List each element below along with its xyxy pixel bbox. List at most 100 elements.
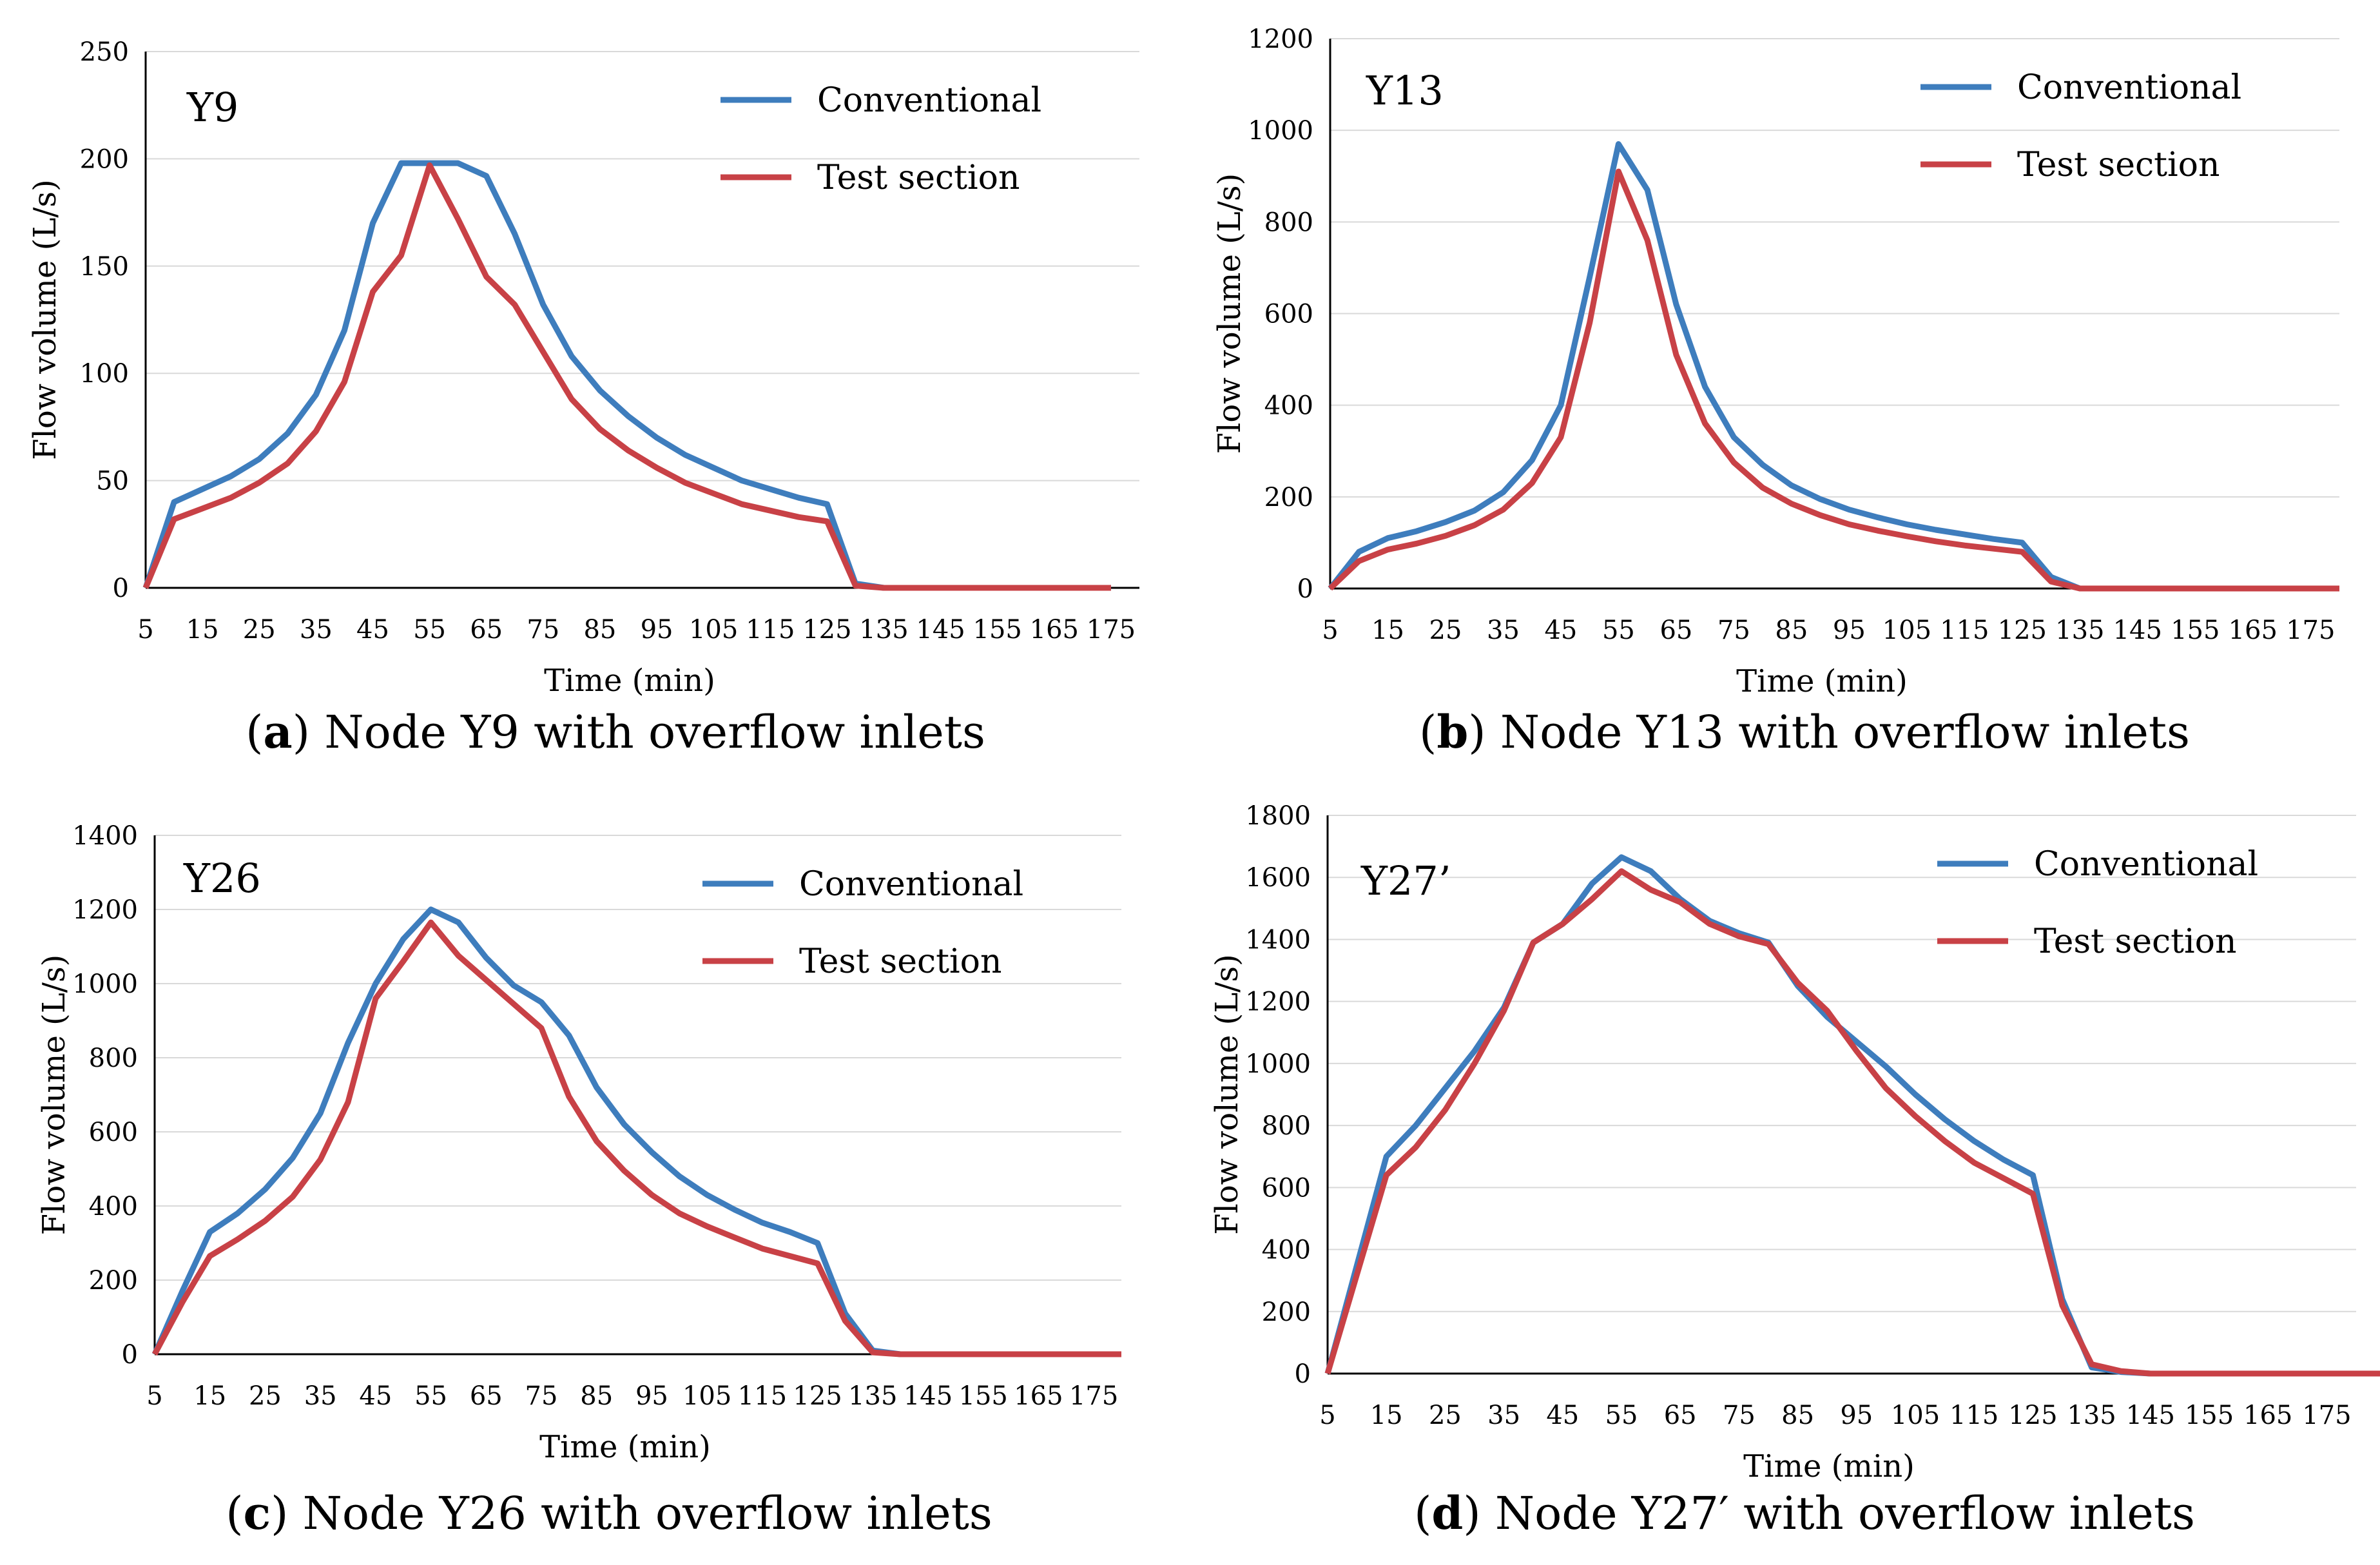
- x-tick-label: 105: [682, 1381, 731, 1411]
- x-tick-label: 165: [2229, 616, 2278, 645]
- x-tick-label: 115: [746, 615, 795, 645]
- y-tick-label: 1000: [1245, 1049, 1311, 1079]
- y-tick-label: 100: [80, 359, 129, 389]
- x-tick-label: 5: [146, 1381, 162, 1411]
- y-tick-label: 1400: [1245, 925, 1311, 955]
- x-tick-label: 95: [635, 1381, 668, 1411]
- y-tick-label: 0: [1295, 1359, 1311, 1389]
- x-tick-label: 85: [1781, 1401, 1814, 1430]
- y-tick-label: 600: [1264, 300, 1313, 329]
- y-tick-label: 250: [80, 37, 129, 67]
- y-tick-label: 1200: [72, 895, 138, 925]
- x-tick-label: 165: [1014, 1381, 1063, 1411]
- y-tick-label: 800: [1264, 208, 1313, 237]
- series-line-test-section: [142, 162, 1111, 591]
- legend-label: Conventional: [799, 865, 1023, 904]
- x-axis-label: Time (min): [539, 1429, 711, 1465]
- x-tick-label: 15: [1371, 616, 1404, 645]
- y-tick-label: 400: [1264, 391, 1313, 421]
- x-tick-label: 25: [249, 1381, 282, 1411]
- y-tick-label: 1000: [72, 969, 138, 999]
- x-tick-label: 35: [1487, 616, 1520, 645]
- x-tick-label: 125: [2008, 1401, 2057, 1430]
- y-tick-label: 1800: [1245, 801, 1311, 831]
- chart-panel-4: 0 200 400 600 800 1000 1200 1400 1600 1800 5 15 25 35…: [1209, 801, 2380, 1540]
- legend-label: Conventional: [2017, 68, 2241, 107]
- x-tick-label: 155: [2171, 616, 2220, 645]
- legend-label: Conventional: [2034, 845, 2258, 884]
- chart-title: Y9: [186, 84, 238, 131]
- chart-panel-3: 0 200 400 600 800 1000 1200 1400 5 15 25 35 45 55 65 75…: [36, 821, 1121, 1540]
- y-tick-label: 50: [96, 467, 129, 496]
- x-tick-label: 155: [2185, 1401, 2234, 1430]
- x-tick-label: 115: [738, 1381, 787, 1411]
- y-tick-label: 1400: [72, 821, 138, 851]
- y-tick-label: 400: [89, 1192, 138, 1221]
- x-tick-label: 75: [1723, 1401, 1756, 1430]
- x-tick-label: 65: [470, 1381, 503, 1411]
- x-tick-label: 75: [525, 1381, 558, 1411]
- x-tick-label: 55: [1605, 1401, 1638, 1430]
- x-tick-label: 15: [193, 1381, 226, 1411]
- y-tick-label: 200: [80, 144, 129, 174]
- x-tick-label: 55: [1602, 616, 1635, 645]
- y-tick-label: 1600: [1245, 863, 1311, 893]
- x-tick-label: 145: [2113, 616, 2162, 645]
- x-tick-label: 175: [2302, 1401, 2351, 1430]
- x-tick-label: 5: [1322, 616, 1338, 645]
- x-tick-label: 45: [1546, 1401, 1579, 1430]
- series-line-test-section: [1324, 868, 2380, 1377]
- x-tick-label: 15: [1370, 1401, 1403, 1430]
- x-axis-label: Time (min): [1743, 1448, 1915, 1484]
- x-tick-label: 105: [1891, 1401, 1940, 1430]
- legend-label: Conventional: [817, 81, 1041, 120]
- x-tick-label: 45: [1544, 616, 1577, 645]
- x-tick-label: 45: [359, 1381, 392, 1411]
- x-tick-label: 125: [802, 615, 851, 645]
- panel-caption: (b) Node Y13 with overflow inlets: [1419, 705, 2190, 759]
- legend-label: Test section: [799, 942, 1001, 981]
- x-tick-label: 125: [1998, 616, 2047, 645]
- y-axis-label: Flow volume (L/s): [27, 179, 63, 460]
- x-tick-label: 45: [356, 615, 389, 645]
- series-line-conventional: [142, 160, 1111, 591]
- x-tick-label: 175: [2286, 616, 2335, 645]
- x-tick-label: 95: [641, 615, 673, 645]
- y-axis-label: Flow volume (L/s): [1209, 954, 1245, 1235]
- legend-label: Test section: [2017, 146, 2220, 184]
- y-tick-label: 800: [89, 1044, 138, 1073]
- y-axis-label: Flow volume (L/s): [1212, 173, 1248, 454]
- y-tick-label: 200: [1262, 1298, 1311, 1327]
- series-line-test-section: [1328, 168, 2339, 592]
- chart-panel-2: 0 200 400 600 800 1000 1200 5 15 25 35 45 55 65 75 85 95…: [1212, 24, 2339, 759]
- series-line-conventional: [1328, 141, 2339, 592]
- y-tick-label: 800: [1262, 1111, 1311, 1141]
- x-tick-label: 65: [1664, 1401, 1697, 1430]
- x-tick-label: 35: [1487, 1401, 1520, 1430]
- x-axis-label: Time (min): [544, 663, 715, 699]
- x-tick-label: 15: [186, 615, 219, 645]
- y-axis-label: Flow volume (L/s): [36, 955, 72, 1236]
- y-tick-label: 600: [89, 1118, 138, 1147]
- x-tick-label: 145: [916, 615, 965, 645]
- y-tick-label: 1200: [1245, 987, 1311, 1017]
- x-tick-label: 5: [1319, 1401, 1335, 1430]
- x-tick-label: 35: [300, 615, 333, 645]
- y-tick-label: 0: [113, 574, 129, 603]
- x-tick-label: 65: [470, 615, 503, 645]
- x-tick-label: 155: [973, 615, 1022, 645]
- panel-caption: (a) Node Y9 with overflow inlets: [246, 705, 985, 759]
- x-tick-label: 165: [2243, 1401, 2292, 1430]
- x-tick-label: 75: [527, 615, 559, 645]
- x-tick-label: 155: [959, 1381, 1008, 1411]
- x-tick-label: 85: [580, 1381, 613, 1411]
- y-tick-label: 0: [1297, 574, 1313, 604]
- chart-title: Y13: [1366, 67, 1444, 114]
- x-tick-label: 105: [1882, 616, 1931, 645]
- chart-title: Y26: [183, 855, 261, 902]
- y-tick-label: 150: [80, 252, 129, 282]
- series-line-conventional: [151, 906, 1121, 1357]
- y-tick-label: 0: [122, 1340, 138, 1370]
- panel-caption: (c) Node Y26 with overflow inlets: [226, 1486, 992, 1540]
- y-tick-label: 400: [1262, 1236, 1311, 1265]
